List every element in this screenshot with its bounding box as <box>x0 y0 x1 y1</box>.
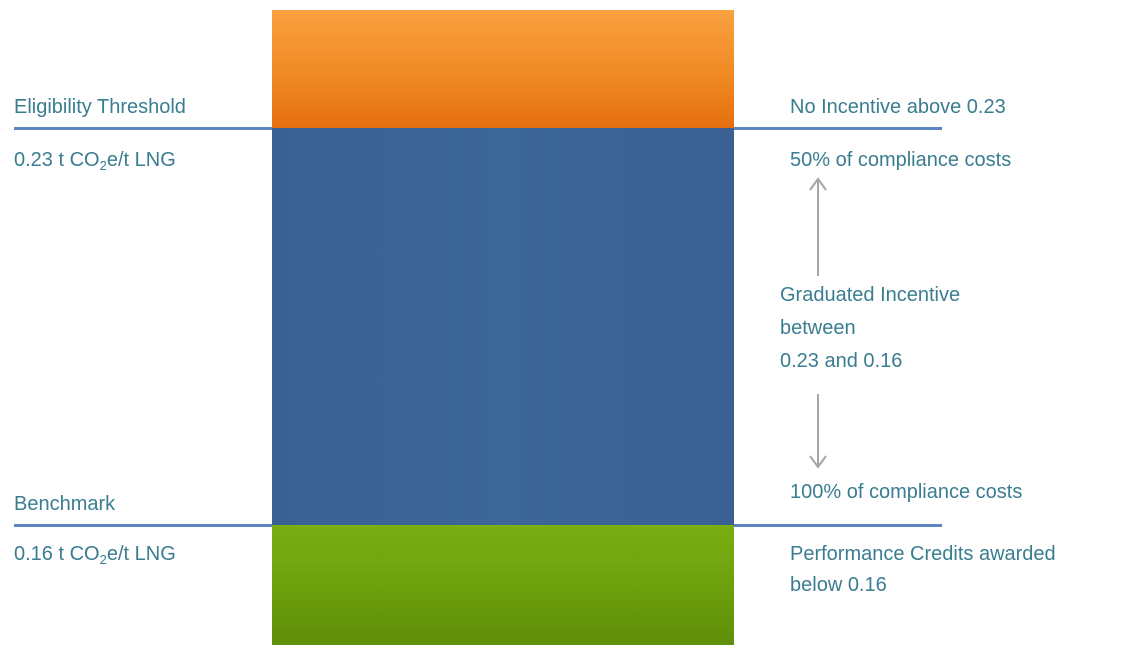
benchmark-line-left <box>14 524 272 527</box>
threshold-line-right <box>734 127 942 130</box>
graduated-incentive-label: Graduated Incentive between 0.23 and 0.1… <box>780 279 1042 391</box>
threshold-line-left <box>14 127 272 130</box>
graduated-incentive-band <box>272 128 734 525</box>
above-threshold-band <box>272 10 734 128</box>
benchmark-value-label: 0.16 t CO2e/t LNG <box>14 543 176 567</box>
arrow-down-icon <box>809 394 827 469</box>
eligibility-threshold-label: Eligibility Threshold <box>14 96 186 118</box>
hundred-percent-label: 100% of compliance costs <box>790 481 1023 503</box>
arrow-up-icon <box>809 177 827 276</box>
benchmark-label: Benchmark <box>14 493 116 515</box>
fifty-percent-label: 50% of compliance costs <box>790 149 1012 171</box>
below-benchmark-band <box>272 525 734 645</box>
threshold-value-label: 0.23 t CO2e/t LNG <box>14 149 176 173</box>
benchmark-line-right <box>734 524 942 527</box>
performance-credits-label: Performance Credits awarded <box>790 543 1056 565</box>
performance-credits-label-line2: below 0.16 <box>790 574 887 596</box>
no-incentive-label: No Incentive above 0.23 <box>790 96 1006 118</box>
